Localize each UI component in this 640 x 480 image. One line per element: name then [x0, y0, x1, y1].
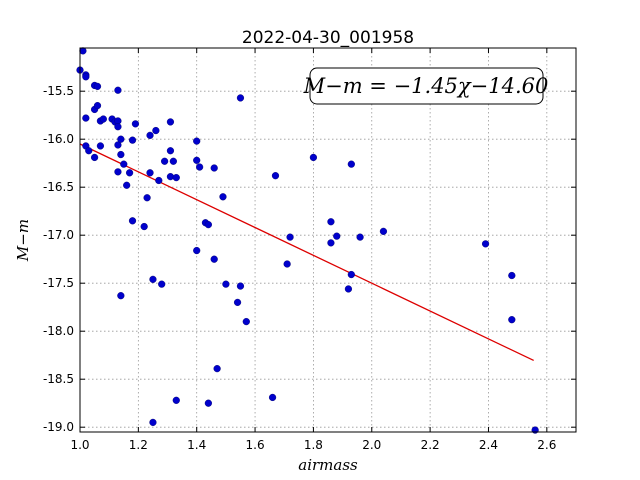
x-tick-label: 1.2	[129, 438, 148, 452]
data-point	[271, 172, 280, 180]
data-point	[93, 101, 102, 110]
y-tick-label: -16.5	[43, 180, 74, 194]
data-point	[114, 123, 122, 131]
data-point	[268, 393, 277, 402]
data-point	[96, 142, 105, 150]
x-tick-label: 2.2	[421, 438, 440, 452]
data-point	[114, 86, 122, 94]
data-point	[155, 176, 163, 185]
data-point	[347, 160, 355, 168]
data-point	[120, 160, 128, 168]
data-point	[508, 316, 516, 324]
data-point	[236, 282, 245, 290]
data-point	[344, 285, 353, 293]
x-tick-label: 2.4	[479, 438, 498, 452]
data-point	[481, 240, 490, 248]
data-point	[166, 118, 175, 126]
x-axis: 1.0 1.2 1.4 1.6 1.8 2.0 2.2 2.4 2.6	[70, 48, 556, 452]
data-point	[82, 114, 90, 122]
x-axis-label: airmass	[298, 456, 358, 474]
data-point	[309, 153, 318, 162]
data-point	[236, 94, 245, 102]
data-point	[283, 260, 291, 268]
data-point	[143, 194, 151, 202]
data-point	[128, 136, 137, 144]
data-point	[166, 147, 175, 155]
data-point	[222, 280, 230, 288]
y-tick-label: -17.5	[43, 276, 74, 290]
data-point	[152, 126, 160, 135]
data-point	[333, 232, 341, 240]
data-point	[193, 246, 201, 255]
data-point	[196, 163, 204, 171]
data-point	[114, 168, 122, 176]
data-point	[213, 365, 221, 373]
data-point	[508, 271, 516, 280]
data-point	[85, 147, 93, 155]
data-point	[204, 221, 212, 229]
data-point	[172, 174, 180, 182]
y-axis: -15.5 -16.0 -16.5 -17.0 -17.5 -18.0 -18.5 -19.0	[43, 84, 576, 434]
data-point	[242, 318, 250, 326]
data-point	[327, 239, 335, 247]
fit-annotation: M−m = −1.45χ−14.60	[303, 67, 549, 105]
y-tick-label: -17.0	[43, 228, 74, 242]
data-point	[117, 135, 125, 143]
data-point	[90, 153, 99, 162]
y-tick-label: -19.0	[43, 420, 74, 434]
plot-frame	[79, 47, 577, 433]
data-point	[327, 218, 335, 226]
data-point	[99, 115, 107, 123]
y-tick-label: -15.5	[43, 84, 74, 98]
data-point	[158, 280, 166, 288]
data-point	[114, 141, 122, 149]
points-layer	[76, 47, 539, 434]
data-point	[146, 169, 154, 177]
data-point	[128, 217, 137, 225]
x-tick-label: 1.6	[246, 438, 265, 452]
data-point	[123, 181, 131, 189]
data-point	[210, 164, 218, 172]
data-point	[126, 169, 134, 177]
data-point	[82, 73, 90, 81]
data-point	[131, 120, 140, 128]
data-point	[172, 396, 180, 404]
data-point	[161, 157, 169, 165]
data-point	[117, 292, 125, 300]
data-point	[204, 399, 212, 407]
data-point	[140, 222, 148, 231]
data-point	[117, 150, 125, 159]
data-point	[347, 270, 355, 279]
data-point	[149, 418, 157, 427]
data-point	[149, 275, 157, 283]
data-point	[233, 298, 242, 307]
data-point	[379, 227, 388, 235]
x-tick-label: 2.6	[537, 438, 556, 452]
chart-title: 2022-04-30_001958	[242, 28, 414, 48]
data-point	[219, 193, 227, 201]
y-tick-label: -18.5	[43, 372, 74, 386]
data-point	[193, 137, 201, 145]
x-tick-label: 1.4	[187, 438, 206, 452]
x-tick-label: 1.0	[70, 438, 89, 452]
data-point	[210, 255, 218, 263]
fit-annotation-box	[309, 67, 544, 105]
data-point	[169, 157, 177, 165]
data-point	[93, 82, 102, 91]
y-axis-label: M−m	[14, 219, 32, 262]
x-tick-label: 2.0	[362, 438, 381, 452]
y-tick-label: -16.0	[43, 132, 74, 146]
data-point	[286, 233, 294, 241]
data-point	[146, 131, 154, 139]
data-point	[356, 233, 364, 241]
fit-annotation-text: M−m = −1.45χ−14.60	[303, 74, 549, 98]
y-tick-label: -18.0	[43, 324, 74, 338]
x-tick-label: 1.8	[304, 438, 323, 452]
data-point	[193, 156, 201, 164]
